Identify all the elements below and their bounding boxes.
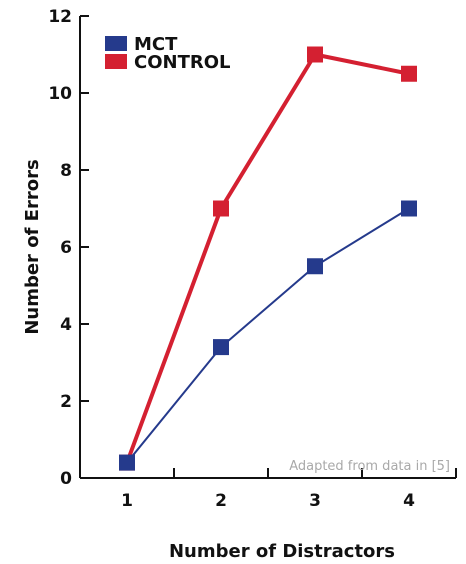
series-layer [119, 46, 417, 471]
legend-label: MCT [134, 34, 178, 55]
x-tick-label: 2 [215, 491, 227, 511]
x-ticks: 1 2 3 4 [121, 468, 457, 511]
x-axis-title: Number of Distractors [169, 541, 395, 562]
y-axis-title: Number of Errors [22, 159, 43, 334]
y-tick-label: 10 [48, 84, 72, 104]
series-line [125, 52, 410, 464]
data-point [213, 200, 229, 217]
legend-swatch [105, 36, 127, 51]
data-point [119, 454, 135, 471]
x-tick-label: 3 [309, 491, 321, 511]
source-annotation: Adapted from data in [5] [289, 459, 450, 474]
y-ticks: 0 2 4 6 8 10 12 [48, 7, 89, 489]
x-tick-label: 4 [403, 491, 415, 511]
data-point [401, 65, 417, 82]
y-tick-label: 6 [60, 238, 72, 258]
data-point [401, 200, 417, 217]
series-control [119, 46, 417, 471]
y-tick-label: 2 [60, 392, 72, 412]
y-tick-label: 12 [48, 7, 72, 27]
y-tick-label: 8 [60, 161, 72, 181]
legend-label: CONTROL [134, 52, 231, 73]
y-tick-label: 4 [60, 315, 72, 335]
legend-swatch [105, 54, 127, 69]
x-tick-label: 1 [121, 491, 133, 511]
series-mct [119, 200, 417, 471]
series-line [126, 207, 410, 464]
data-point [307, 46, 323, 63]
data-point [307, 258, 323, 275]
data-point [213, 339, 229, 356]
y-tick-label: 0 [60, 469, 72, 489]
